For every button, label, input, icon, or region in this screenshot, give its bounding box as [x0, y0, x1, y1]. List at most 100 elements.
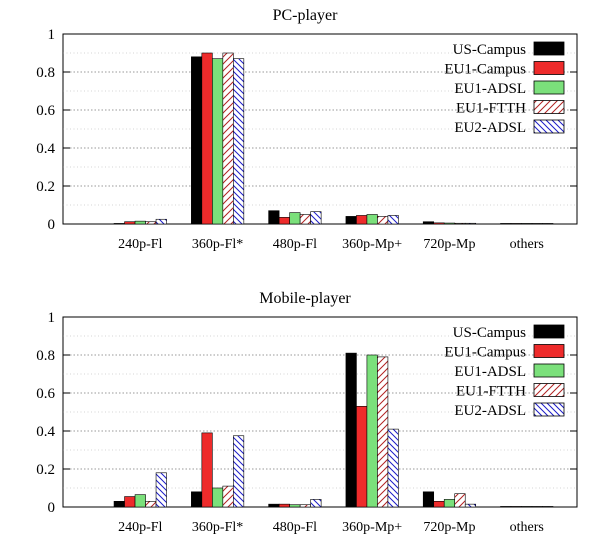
legend-label: EU1-ADSL	[454, 81, 526, 97]
legend-label: EU1-Campus	[444, 345, 526, 361]
bar-eu2-adsl	[542, 223, 554, 225]
bar-eu1-campus	[433, 500, 445, 508]
chart-mobile-player: Mobile-player 0 0.2 0.4 0.6 0.8 1 240p-Fl 360p…	[36, 290, 578, 535]
bar-eu1-adsl	[521, 223, 533, 225]
x-tick-label: 240p-Fl	[118, 237, 162, 252]
bar-eu1-campus	[201, 52, 213, 225]
bar-us-campus	[500, 506, 512, 508]
legend-label: EU1-Campus	[444, 62, 526, 78]
bar-eu2-adsl	[464, 222, 477, 225]
y-tick-label: 0.8	[36, 348, 55, 364]
bar-eu1-ftth	[222, 485, 234, 508]
y-axis: 0 0.2 0.4 0.6 0.8 1	[36, 27, 577, 233]
bar-eu2-adsl	[464, 503, 477, 508]
bar-eu1-ftth	[145, 221, 157, 225]
bar-us-campus	[113, 223, 125, 225]
bars	[113, 52, 554, 225]
bar-eu1-ftth	[531, 506, 543, 508]
x-axis: 240p-Fl 360p-Fl* 480p-Fl 360p-Mp+ 720p-Mp oth…	[118, 520, 544, 535]
bar-eu1-adsl	[134, 220, 146, 225]
bar-eu1-campus	[278, 503, 290, 508]
x-tick-label: 360p-Mp+	[342, 237, 402, 252]
legend: US-Campus EU1-Campus EU1-ADSL EU1-FTTH EU2-A…	[444, 324, 565, 419]
x-tick-label: 720p-Mp	[423, 520, 475, 535]
bar-eu1-adsl	[443, 222, 456, 225]
bar-eu2-adsl	[155, 218, 167, 225]
legend-swatch	[533, 402, 565, 417]
bar-us-campus	[113, 500, 125, 508]
bar-eu2-adsl	[155, 472, 167, 508]
legend-swatch	[533, 61, 565, 75]
bar-eu2-adsl	[233, 58, 245, 225]
bar-eu1-ftth	[145, 500, 157, 508]
bar-us-campus	[422, 491, 435, 508]
bar-eu1-adsl	[212, 487, 224, 508]
bar-us-campus	[345, 216, 357, 225]
x-tick-label: 720p-Mp	[423, 237, 475, 252]
x-tick-label: others	[510, 237, 544, 252]
x-tick-label: 360p-Mp+	[342, 520, 402, 535]
bar-eu1-ftth	[454, 493, 466, 508]
x-tick-label: 240p-Fl	[118, 520, 162, 535]
bar-eu1-campus	[433, 222, 445, 225]
legend-swatch	[533, 80, 565, 95]
x-tick-label: 360p-Fl*	[192, 520, 243, 535]
bar-us-campus	[268, 210, 280, 225]
bar-eu2-adsl	[542, 506, 554, 508]
y-tick-label: 1	[48, 27, 56, 43]
grid-lines	[63, 52, 577, 206]
bar-eu1-campus	[124, 496, 136, 508]
y-tick-label: 0.8	[36, 65, 55, 81]
bar-eu1-adsl	[366, 354, 378, 508]
bar-eu1-adsl	[212, 58, 224, 225]
legend-swatch	[533, 100, 565, 114]
legend-label: EU1-ADSL	[454, 364, 526, 380]
bar-eu1-adsl	[443, 499, 456, 508]
legend-label: EU2-ADSL	[454, 403, 526, 419]
bar-us-campus	[191, 56, 203, 225]
bar-eu1-adsl	[289, 212, 301, 225]
bar-us-campus	[268, 503, 280, 508]
legend-label: US-Campus	[453, 42, 527, 58]
bar-us-campus	[191, 491, 203, 508]
y-tick-label: 0.2	[36, 179, 55, 195]
bar-eu2-adsl	[387, 428, 399, 508]
bar-eu2-adsl	[233, 435, 245, 508]
legend: US-Campus EU1-Campus EU1-ADSL EU1-FTTH EU2-A…	[444, 41, 565, 136]
y-tick-label: 0.6	[36, 386, 55, 402]
bar-eu1-campus	[356, 215, 368, 225]
bar-eu2-adsl	[310, 499, 322, 508]
bar-eu1-campus	[510, 506, 522, 508]
bar-eu1-ftth	[299, 214, 311, 225]
chart-title: Mobile-player	[259, 290, 351, 307]
y-tick-label: 0	[48, 500, 56, 516]
legend-label: EU1-FTTH	[456, 384, 526, 400]
y-tick-label: 0	[48, 217, 56, 233]
chart-pc-player: PC-player 0 0.2 0.4 0.6 0.8 1 240p-Fl 360p-Fl*…	[36, 7, 578, 252]
legend-swatch	[533, 344, 565, 358]
bar-eu1-ftth	[377, 356, 389, 508]
y-tick-label: 0.4	[36, 424, 55, 440]
x-tick-label: 480p-Fl	[273, 237, 317, 252]
bar-eu1-adsl	[289, 504, 301, 508]
legend-swatch	[533, 324, 565, 339]
x-tick-label: 360p-Fl*	[192, 237, 243, 252]
legend-swatch	[533, 383, 565, 397]
bar-us-campus	[422, 221, 435, 225]
bar-eu1-ftth	[531, 223, 543, 225]
bar-us-campus	[500, 223, 512, 225]
x-tick-label: 480p-Fl	[273, 520, 317, 535]
y-tick-label: 0.4	[36, 141, 55, 157]
x-axis: 240p-Fl 360p-Fl* 480p-Fl 360p-Mp+ 720p-Mp oth…	[118, 237, 544, 252]
bar-eu1-ftth	[222, 52, 234, 225]
chart-title: PC-player	[273, 7, 339, 24]
bar-eu1-campus	[356, 405, 368, 508]
bar-eu1-campus	[201, 432, 213, 508]
bar-eu1-campus	[124, 221, 136, 225]
bar-eu1-ftth	[377, 216, 389, 225]
legend-swatch	[533, 363, 565, 378]
bar-eu1-ftth	[454, 222, 466, 225]
bar-eu1-adsl	[366, 214, 378, 225]
bar-eu2-adsl	[387, 215, 399, 225]
